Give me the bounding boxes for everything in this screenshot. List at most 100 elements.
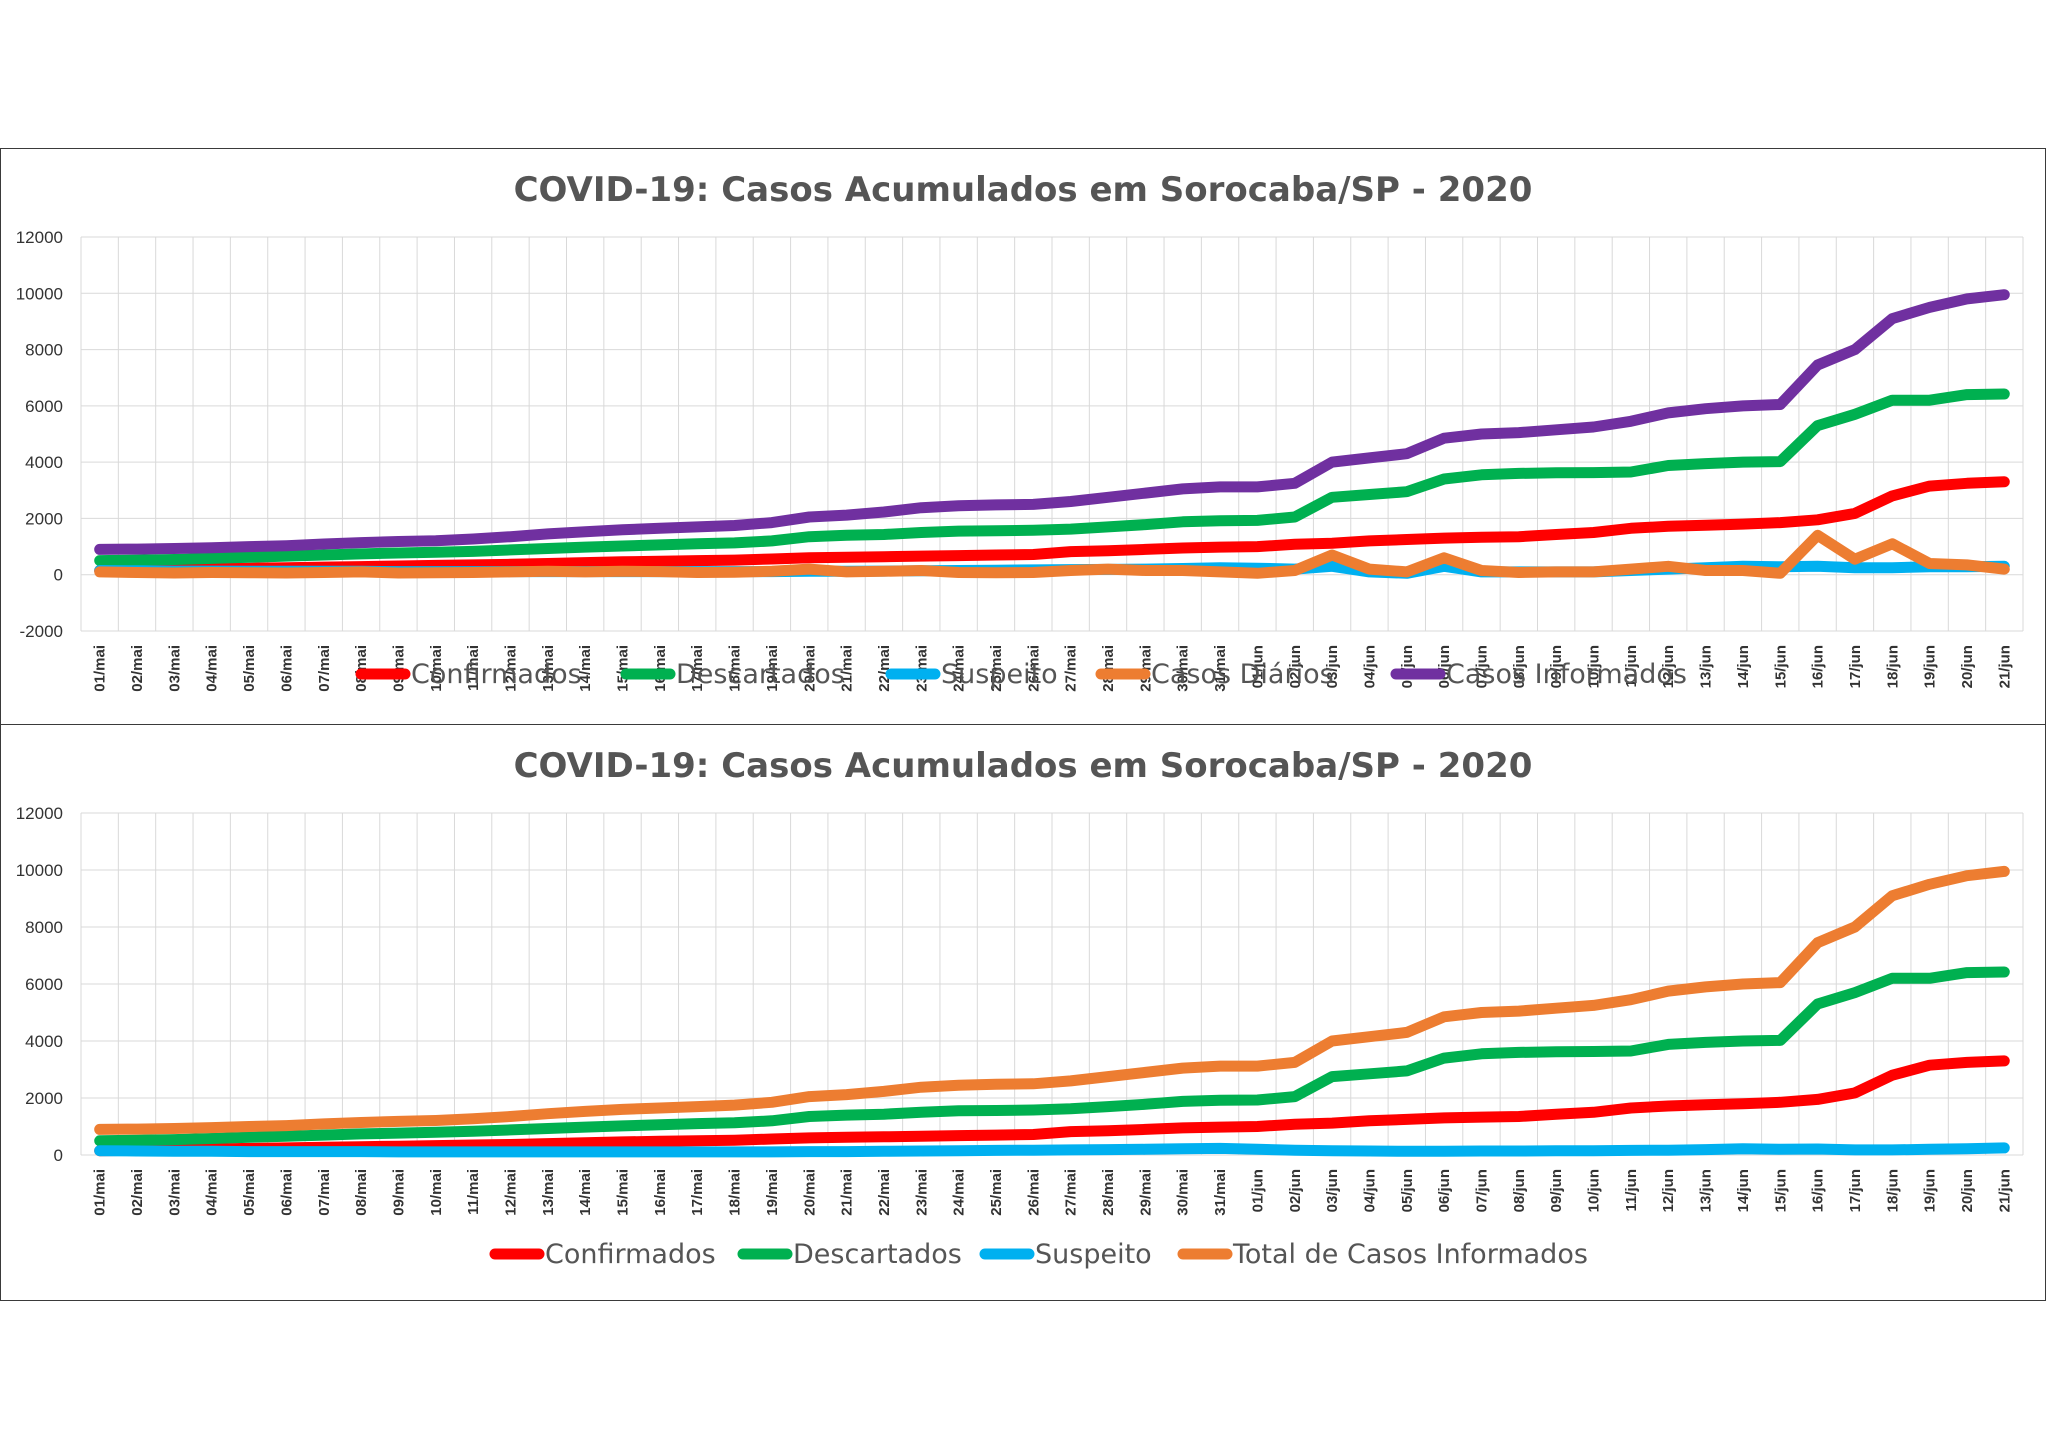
x-tick-label: 17/jun (1847, 645, 1864, 688)
x-tick-label: 05/mai (241, 645, 258, 692)
x-tick-label: 09/jun (1548, 1169, 1565, 1212)
x-tick-label: 03/jun (1324, 1169, 1341, 1212)
x-tick-label: 25/mai (988, 645, 1005, 692)
x-tick-label: 15/jun (1772, 645, 1789, 688)
x-tick-label: 18/mai (727, 1169, 744, 1216)
y-tick-label: 0 (54, 1146, 63, 1165)
x-tick-label: 15/jun (1772, 1169, 1789, 1212)
legend-item: Casos Diários (1095, 659, 1334, 690)
x-tick-label: 12/jun (1660, 645, 1677, 688)
x-tick-label: 15/mai (615, 645, 632, 692)
y-tick-label: 10000 (16, 861, 63, 880)
x-tick-label: 23/mai (913, 645, 930, 692)
x-tick-label: 09/jun (1548, 645, 1565, 688)
y-tick-label: 10000 (16, 284, 63, 303)
x-tick-label: 12/jun (1660, 1169, 1677, 1212)
x-tick-label: 07/mai (316, 1169, 333, 1216)
x-tick-label: 20/mai (801, 1169, 818, 1216)
x-tick-label: 03/mai (166, 1169, 183, 1216)
x-tick-label: 25/mai (988, 1169, 1005, 1216)
x-tick-label: 20/jun (1959, 1169, 1976, 1212)
x-tick-label: 28/mai (1100, 645, 1117, 692)
legend-item: Descartados (620, 659, 845, 690)
y-tick-label: 2000 (25, 509, 63, 528)
x-tick-label: 30/mai (1175, 645, 1192, 692)
x-tick-label: 15/mai (615, 1169, 632, 1216)
x-tick-label: 04/mai (204, 1169, 221, 1216)
legend-item: Confirmados (355, 659, 582, 690)
x-tick-label: 20/mai (801, 645, 818, 692)
legend-item: Total de Casos Informados (1177, 1239, 1588, 1270)
legend-label: Suspeito (941, 659, 1058, 690)
y-tick-label: 8000 (25, 341, 63, 360)
x-tick-label: 01/jun (1249, 1169, 1266, 1212)
x-tick-label: 07/jun (1473, 645, 1490, 688)
x-tick-label: 13/mai (540, 645, 557, 692)
x-tick-label: 04/jun (1361, 645, 1378, 688)
x-tick-label: 08/jun (1511, 1169, 1528, 1212)
x-tick-label: 16/mai (652, 645, 669, 692)
x-tick-label: 03/mai (166, 645, 183, 692)
legend-label: Confirmados (545, 1239, 716, 1270)
x-tick-label: 11/jun (1623, 1169, 1640, 1212)
x-tick-label: 13/jun (1698, 1169, 1715, 1212)
x-tick-label: 31/mai (1212, 1169, 1229, 1216)
x-tick-label: 16/mai (652, 1169, 669, 1216)
x-tick-label: 10/mai (428, 645, 445, 692)
legend-item: Suspeito (885, 659, 1058, 690)
series-line-suspeito (94, 1142, 2010, 1158)
x-tick-label: 19/jun (1922, 645, 1939, 688)
legend-item: Confirmados (489, 1239, 716, 1270)
x-tick-label: 17/jun (1847, 1169, 1864, 1212)
x-tick-label: 16/jun (1810, 645, 1827, 688)
y-tick-label: 12000 (16, 228, 63, 247)
x-tick-label: 22/mai (876, 1169, 893, 1216)
x-tick-label: 18/mai (727, 645, 744, 692)
legend-label: Suspeito (1035, 1239, 1152, 1270)
x-tick-label: 08/jun (1511, 645, 1528, 688)
series-line-total-de-casos-informados (94, 865, 2010, 1135)
x-tick-label: 02/jun (1287, 645, 1304, 688)
y-tick-label: 6000 (25, 397, 63, 416)
x-tick-label: 12/mai (502, 645, 519, 692)
series-line-casos-di-rios (94, 529, 2010, 579)
x-tick-label: 14/mai (577, 1169, 594, 1216)
x-tick-label: 06/mai (278, 645, 295, 692)
chart-1-svg: COVID-19: Casos Acumulados em Sorocaba/S… (16, 170, 2024, 692)
x-tick-label: 26/mai (1025, 645, 1042, 692)
x-tick-label: 17/mai (689, 1169, 706, 1216)
x-tick-label: 01/mai (92, 1169, 109, 1216)
x-tick-label: 02/mai (129, 1169, 146, 1216)
x-tick-label: 18/jun (1884, 645, 1901, 688)
x-tick-label: 24/mai (951, 1169, 968, 1216)
x-tick-label: 09/mai (390, 1169, 407, 1216)
y-tick-label: -2000 (20, 622, 63, 641)
legend-label: Casos Diários (1151, 659, 1334, 690)
y-tick-label: 4000 (25, 1032, 63, 1051)
x-tick-label: 10/jun (1586, 1169, 1603, 1212)
x-tick-label: 23/mai (913, 1169, 930, 1216)
x-tick-label: 19/mai (764, 645, 781, 692)
x-tick-label: 21/mai (839, 1169, 856, 1216)
x-tick-label: 27/mai (1063, 1169, 1080, 1216)
y-tick-label: 0 (54, 566, 63, 585)
chart-title: COVID-19: Casos Acumulados em Sorocaba/S… (514, 746, 1533, 786)
x-tick-label: 04/jun (1361, 1169, 1378, 1212)
legend-label: Descartados (793, 1239, 962, 1270)
x-tick-label: 30/mai (1175, 1169, 1192, 1216)
x-tick-label: 10/mai (428, 1169, 445, 1216)
chart-panel-1: COVID-19: Casos Acumulados em Sorocaba/S… (0, 148, 2046, 725)
x-tick-label: 21/jun (1996, 645, 2013, 688)
x-tick-label: 12/mai (502, 1169, 519, 1216)
x-tick-label: 14/jun (1735, 1169, 1752, 1212)
x-tick-label: 04/mai (204, 645, 221, 692)
x-tick-label: 19/jun (1922, 1169, 1939, 1212)
x-tick-label: 08/mai (353, 1169, 370, 1216)
series-line-descartados (94, 966, 2010, 1147)
x-tick-label: 11/jun (1623, 645, 1640, 688)
x-tick-label: 29/mai (1137, 1169, 1154, 1216)
x-tick-label: 03/jun (1324, 645, 1341, 688)
x-tick-label: 16/jun (1810, 1169, 1827, 1212)
x-tick-label: 01/mai (92, 645, 109, 692)
x-tick-label: 28/mai (1100, 1169, 1117, 1216)
